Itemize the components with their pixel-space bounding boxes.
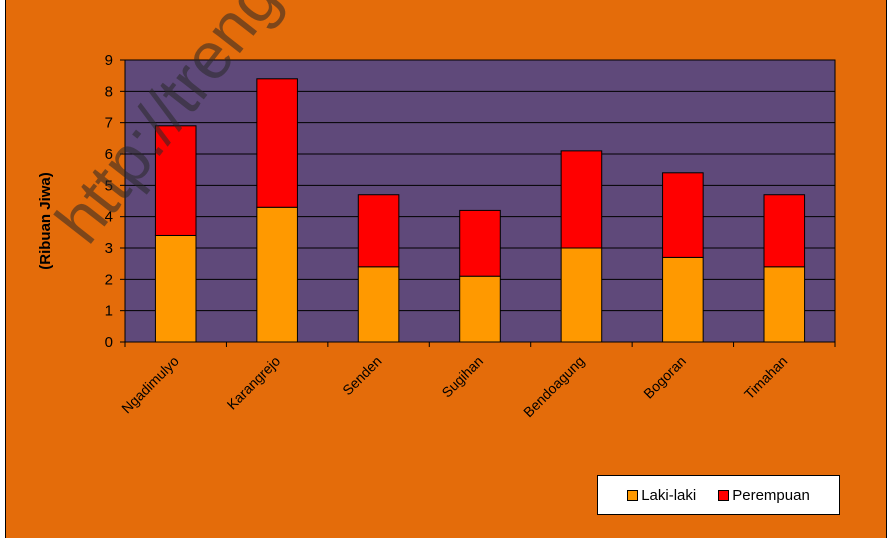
legend-swatch-perempuan [718,489,730,501]
x-tick-label: Senden [339,353,384,398]
y-tick-label: 1 [105,303,113,320]
bar-perempuan-ngadimulyo [154,125,197,236]
bar-perempuan-bendoagung [560,150,603,249]
y-tick-label: 0 [105,334,113,351]
x-tick-label: Sugihan [438,353,486,401]
bar-laki-laki-sugihan [459,275,501,343]
y-tick-label: 3 [105,240,113,257]
bar-perempuan-senden [357,194,400,268]
bar-perempuan-bogoran [662,172,704,258]
x-tick-label: Timahan [741,353,790,402]
y-tick-label: 5 [105,177,113,194]
legend: Laki-laki Perempuan [597,475,840,515]
y-tick-label: 7 [105,115,113,132]
legend-item-laki-laki: Laki-laki [627,487,696,504]
legend-label-laki-laki: Laki-laki [641,486,697,504]
x-tick-label: Bendoagung [520,353,587,420]
bar-perempuan-karangrejo [256,78,298,208]
legend-label-perempuan: Perempuan [732,486,810,504]
bar-laki-laki-bogoran [662,256,704,343]
bar-laki-laki-senden [357,266,400,343]
bar-laki-laki-ngadimulyo [154,234,197,343]
x-tick-label: Karangrejo [224,353,284,413]
bar-laki-laki-timahan [763,266,806,343]
x-tick-label: Ngadimulyo [118,353,182,417]
y-tick-label: 8 [105,83,113,100]
legend-item-perempuan: Perempuan [718,487,810,504]
y-axis-label: (Ribuan Jiwa) [37,172,54,270]
bar-perempuan-timahan [763,194,806,268]
bar-laki-laki-bendoagung [560,247,603,343]
bar-perempuan-sugihan [459,209,501,277]
legend-swatch-laki-laki [627,489,639,501]
y-tick-label: 2 [105,271,113,288]
bar-laki-laki-karangrejo [256,206,298,343]
x-tick-label: Bogoran [640,353,689,402]
y-tick-label: 4 [105,209,113,226]
y-tick-label: 6 [105,146,113,163]
y-tick-label: 9 [105,52,113,69]
